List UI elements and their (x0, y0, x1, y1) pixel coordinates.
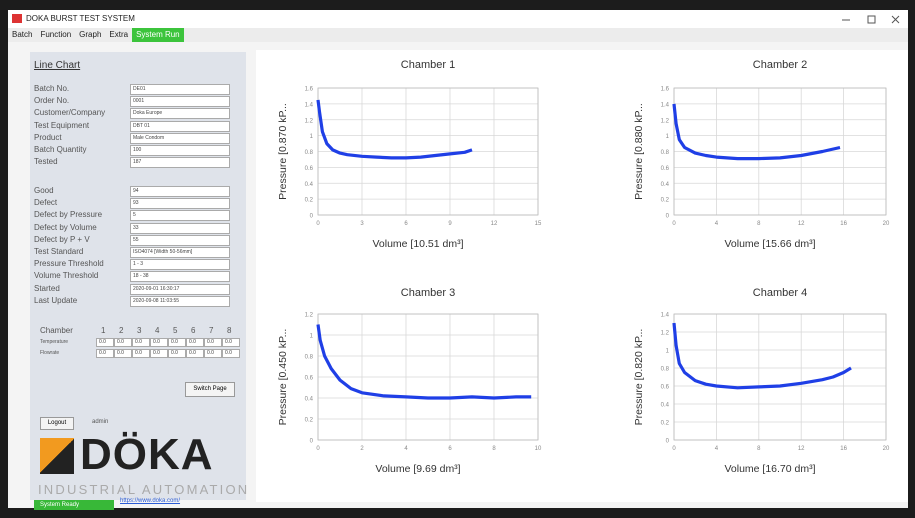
menu-item[interactable]: Function (40, 30, 72, 39)
window-title: DOKA BURST TEST SYSTEM (26, 14, 135, 23)
chamber-number: 6 (191, 326, 196, 335)
field-value: 1 - 3 (130, 259, 230, 271)
field-label: Defect by Volume (34, 222, 97, 232)
menu-item[interactable]: Extra (109, 30, 129, 39)
row-label: Temperature (40, 339, 69, 345)
cell-value: 0.0 (96, 349, 114, 358)
field-label: Customer/Company (34, 108, 106, 118)
field-value: 33 (130, 222, 230, 234)
logo-brand: DÖKA (80, 430, 214, 479)
chamber-number: 1 (101, 326, 106, 335)
app-window: DOKA BURST TEST SYSTEM Batch Function Grap… (8, 10, 908, 510)
cell-value: 0.0 (204, 349, 222, 358)
cell-value: 0.0 (132, 338, 150, 347)
cell-value: 0.0 (114, 349, 132, 358)
field-value: 2020-09-08 11:03:55 (130, 295, 230, 307)
field-value: 55 (130, 234, 230, 246)
close[interactable] (891, 15, 900, 24)
cell-value: 0.0 (132, 349, 150, 358)
chamber-number: 2 (119, 326, 124, 335)
menu-item[interactable]: System Run (132, 28, 184, 42)
field-label: Last Update (34, 295, 78, 305)
field-label: Test Standard (34, 247, 84, 256)
panel-heading: Line Chart (34, 60, 81, 71)
logo-url[interactable]: https://www.doka.com/ (120, 498, 181, 504)
table-header: Chamber (40, 326, 73, 335)
field-label: Defect by Pressure (34, 210, 103, 220)
menu-item[interactable]: Graph (79, 30, 102, 39)
info-panel: Line Chart Batch No. DE01 Order No. 0001 Cust… (30, 52, 250, 504)
field-value: 18 - 38 (130, 271, 230, 283)
field-label: Good (34, 186, 54, 195)
field-label: Tested (34, 157, 58, 167)
cell-value: 0.0 (222, 349, 240, 358)
app-icon (12, 14, 22, 24)
field-label: Pressure Threshold (34, 259, 104, 269)
field-label: Volume Threshold (34, 271, 99, 281)
switch-page-button[interactable]: Switch Page (185, 382, 235, 397)
cell-value: 0.0 (222, 338, 240, 347)
menu-bar: Batch Function Graph Extra System Run (8, 28, 908, 42)
chamber-number: 4 (155, 326, 160, 335)
field-value: 94 (130, 186, 230, 197)
cell-value: 0.0 (114, 338, 132, 347)
field-label: Order No. (34, 96, 70, 106)
field-label: Started (34, 283, 60, 293)
chamber-number: 7 (209, 326, 214, 335)
title-bar: DOKA BURST TEST SYSTEM (8, 10, 908, 28)
cell-value: 0.0 (150, 349, 168, 358)
logo-icon (40, 438, 74, 474)
cell-value: 0.0 (186, 338, 204, 347)
field-value: DBT 01 (130, 120, 230, 132)
cell-value: 0.0 (186, 349, 204, 358)
chart-area (256, 50, 908, 502)
field-value: 5 (130, 210, 230, 222)
field-value: ISO4074 [Width 50-56mm] (130, 247, 230, 258)
field-value: 187 (130, 157, 230, 169)
cell-value: 0.0 (150, 338, 168, 347)
window-controls[interactable] (838, 14, 904, 24)
field-value: 0001 (130, 96, 230, 108)
chamber-number: 8 (227, 326, 232, 335)
maximize[interactable] (867, 15, 876, 24)
status-bar: System Ready (34, 500, 114, 510)
field-label: Defect (34, 198, 58, 208)
cell-value: 0.0 (204, 338, 222, 347)
cell-value: 0.0 (168, 338, 186, 347)
field-value: Male Condom (130, 132, 230, 144)
field-label: Defect by P + V (34, 234, 90, 244)
field-value: 93 (130, 198, 230, 210)
field-label: Batch No. (34, 84, 70, 93)
field-label: Batch Quantity (34, 145, 87, 154)
field-value: 2020-09-01 16:30:17 (130, 283, 230, 295)
cell-value: 0.0 (96, 338, 114, 347)
chamber-number: 5 (173, 326, 178, 335)
menu-item[interactable]: Batch (12, 30, 33, 39)
logo-tagline: INDUSTRIAL AUTOMATION (38, 482, 250, 497)
logout-button[interactable]: Logout (40, 417, 74, 430)
chamber-number: 3 (137, 326, 142, 335)
field-value: 100 (130, 145, 230, 156)
field-label: Product (34, 132, 62, 142)
field-value: DE01 (130, 84, 230, 95)
field-value: Doka Europe (130, 108, 230, 120)
user-name: admin (92, 419, 109, 425)
cell-value: 0.0 (168, 349, 186, 358)
field-label: Test Equipment (34, 120, 90, 130)
row-label: Flowrate (40, 350, 60, 356)
